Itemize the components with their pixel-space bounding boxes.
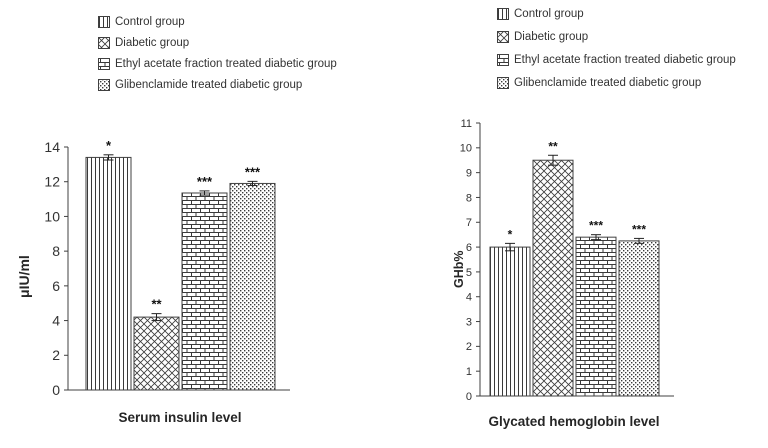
legend-item-ethyl-acetate: Ethyl acetate fraction treated diabetic … — [98, 58, 337, 70]
y-tick-label: 10 — [460, 143, 472, 155]
legend-swatch-crosshatch-icon — [98, 37, 110, 49]
y-tick-label: 7 — [466, 217, 472, 229]
y-tick-label: 8 — [52, 243, 60, 259]
legend-label: Glibenclamide treated diabetic group — [514, 77, 702, 89]
legend-swatch-brick-icon — [98, 58, 110, 70]
legend-serum-insulin: Control group Diabetic group Ethyl aceta… — [98, 16, 337, 100]
significance-annotation: *** — [589, 219, 603, 233]
y-tick-label: 11 — [461, 118, 472, 130]
y-tick-label: 8 — [466, 192, 472, 204]
y-tick-label: 2 — [466, 341, 472, 353]
legend-item-control: Control group — [98, 16, 337, 28]
bar — [181, 192, 228, 391]
legend-item-control: Control group — [497, 8, 736, 20]
legend-item-ethyl-acetate: Ethyl acetate fraction treated diabetic … — [497, 54, 736, 66]
y-tick-label: 12 — [44, 174, 60, 190]
bar — [229, 182, 276, 391]
legend-item-diabetic: Diabetic group — [497, 31, 736, 43]
significance-annotation: *** — [197, 174, 213, 189]
legend-swatch-crosshatch-icon — [497, 31, 509, 43]
y-axis-label-ghb: GHb% — [452, 250, 466, 289]
y-tick-label: 0 — [466, 391, 472, 403]
y-tick-label: 6 — [466, 242, 472, 254]
bar — [618, 240, 660, 397]
significance-annotation: * — [508, 227, 513, 241]
y-tick-label: 6 — [52, 278, 60, 294]
y-tick-label: 9 — [466, 167, 472, 179]
bar — [85, 156, 132, 391]
legend-swatch-vertical-stripes-icon — [497, 8, 509, 20]
legend-label: Control group — [514, 8, 584, 20]
significance-annotation: ** — [548, 139, 558, 153]
legend-item-glibenclamide: Glibenclamide treated diabetic group — [98, 79, 337, 91]
bar — [532, 159, 574, 397]
legend-label: Ethyl acetate fraction treated diabetic … — [514, 54, 736, 66]
legend-swatch-dots-icon — [98, 79, 110, 91]
legend-item-glibenclamide: Glibenclamide treated diabetic group — [497, 77, 736, 89]
y-tick-label: 2 — [52, 347, 60, 363]
chart-title-serum-insulin: Serum insulin level — [118, 410, 242, 425]
y-tick-label: 4 — [466, 292, 472, 304]
y-tick-label: 3 — [466, 316, 472, 328]
y-tick-label: 10 — [44, 208, 60, 224]
y-axis-label-serum-insulin: μIU/ml — [16, 255, 32, 298]
legend-glycated-hemoglobin: Control group Diabetic group Ethyl aceta… — [497, 8, 736, 100]
legend-item-diabetic: Diabetic group — [98, 37, 337, 49]
chart-title-glycated-hemoglobin: Glycated hemoglobin level — [488, 414, 660, 429]
significance-annotation: *** — [632, 222, 646, 236]
significance-annotation: *** — [245, 164, 261, 179]
legend-label: Ethyl acetate fraction treated diabetic … — [115, 58, 337, 70]
bar — [489, 246, 531, 397]
significance-annotation: * — [106, 138, 112, 153]
bar — [133, 316, 180, 391]
y-tick-label: 14 — [44, 139, 60, 155]
legend-swatch-vertical-stripes-icon — [98, 16, 110, 28]
legend-label: Diabetic group — [514, 31, 589, 43]
legend-swatch-dots-icon — [497, 77, 509, 89]
y-tick-label: 1 — [466, 366, 472, 378]
legend-label: Control group — [115, 16, 185, 28]
legend-label: Glibenclamide treated diabetic group — [115, 79, 303, 91]
legend-label: Diabetic group — [115, 37, 190, 49]
significance-annotation: ** — [151, 297, 162, 312]
bar — [575, 236, 617, 397]
y-tick-label: 0 — [52, 382, 60, 398]
y-tick-label: 4 — [52, 312, 60, 328]
y-tick-label: 5 — [466, 267, 472, 279]
legend-swatch-brick-icon — [497, 54, 509, 66]
